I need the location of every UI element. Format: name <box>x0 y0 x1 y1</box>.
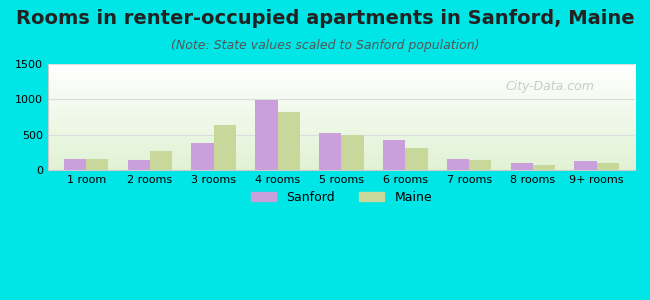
Bar <box>533 165 555 170</box>
Bar <box>192 143 214 170</box>
Bar <box>127 160 150 170</box>
Bar <box>150 151 172 170</box>
Bar <box>383 140 405 170</box>
Bar <box>447 158 469 170</box>
Bar <box>278 112 300 170</box>
Bar <box>319 133 341 170</box>
Bar <box>86 159 109 170</box>
Bar <box>469 160 491 170</box>
Bar <box>255 100 278 170</box>
Bar <box>341 135 364 170</box>
Bar <box>64 158 86 170</box>
Text: (Note: State values scaled to Sanford population): (Note: State values scaled to Sanford po… <box>171 39 479 52</box>
Bar <box>510 163 533 170</box>
Bar <box>214 124 236 170</box>
Bar <box>575 161 597 170</box>
Bar <box>405 148 428 170</box>
Text: City-Data.com: City-Data.com <box>506 80 595 93</box>
Bar <box>597 163 619 170</box>
Legend: Sanford, Maine: Sanford, Maine <box>246 186 437 208</box>
Text: Rooms in renter-occupied apartments in Sanford, Maine: Rooms in renter-occupied apartments in S… <box>16 9 634 28</box>
